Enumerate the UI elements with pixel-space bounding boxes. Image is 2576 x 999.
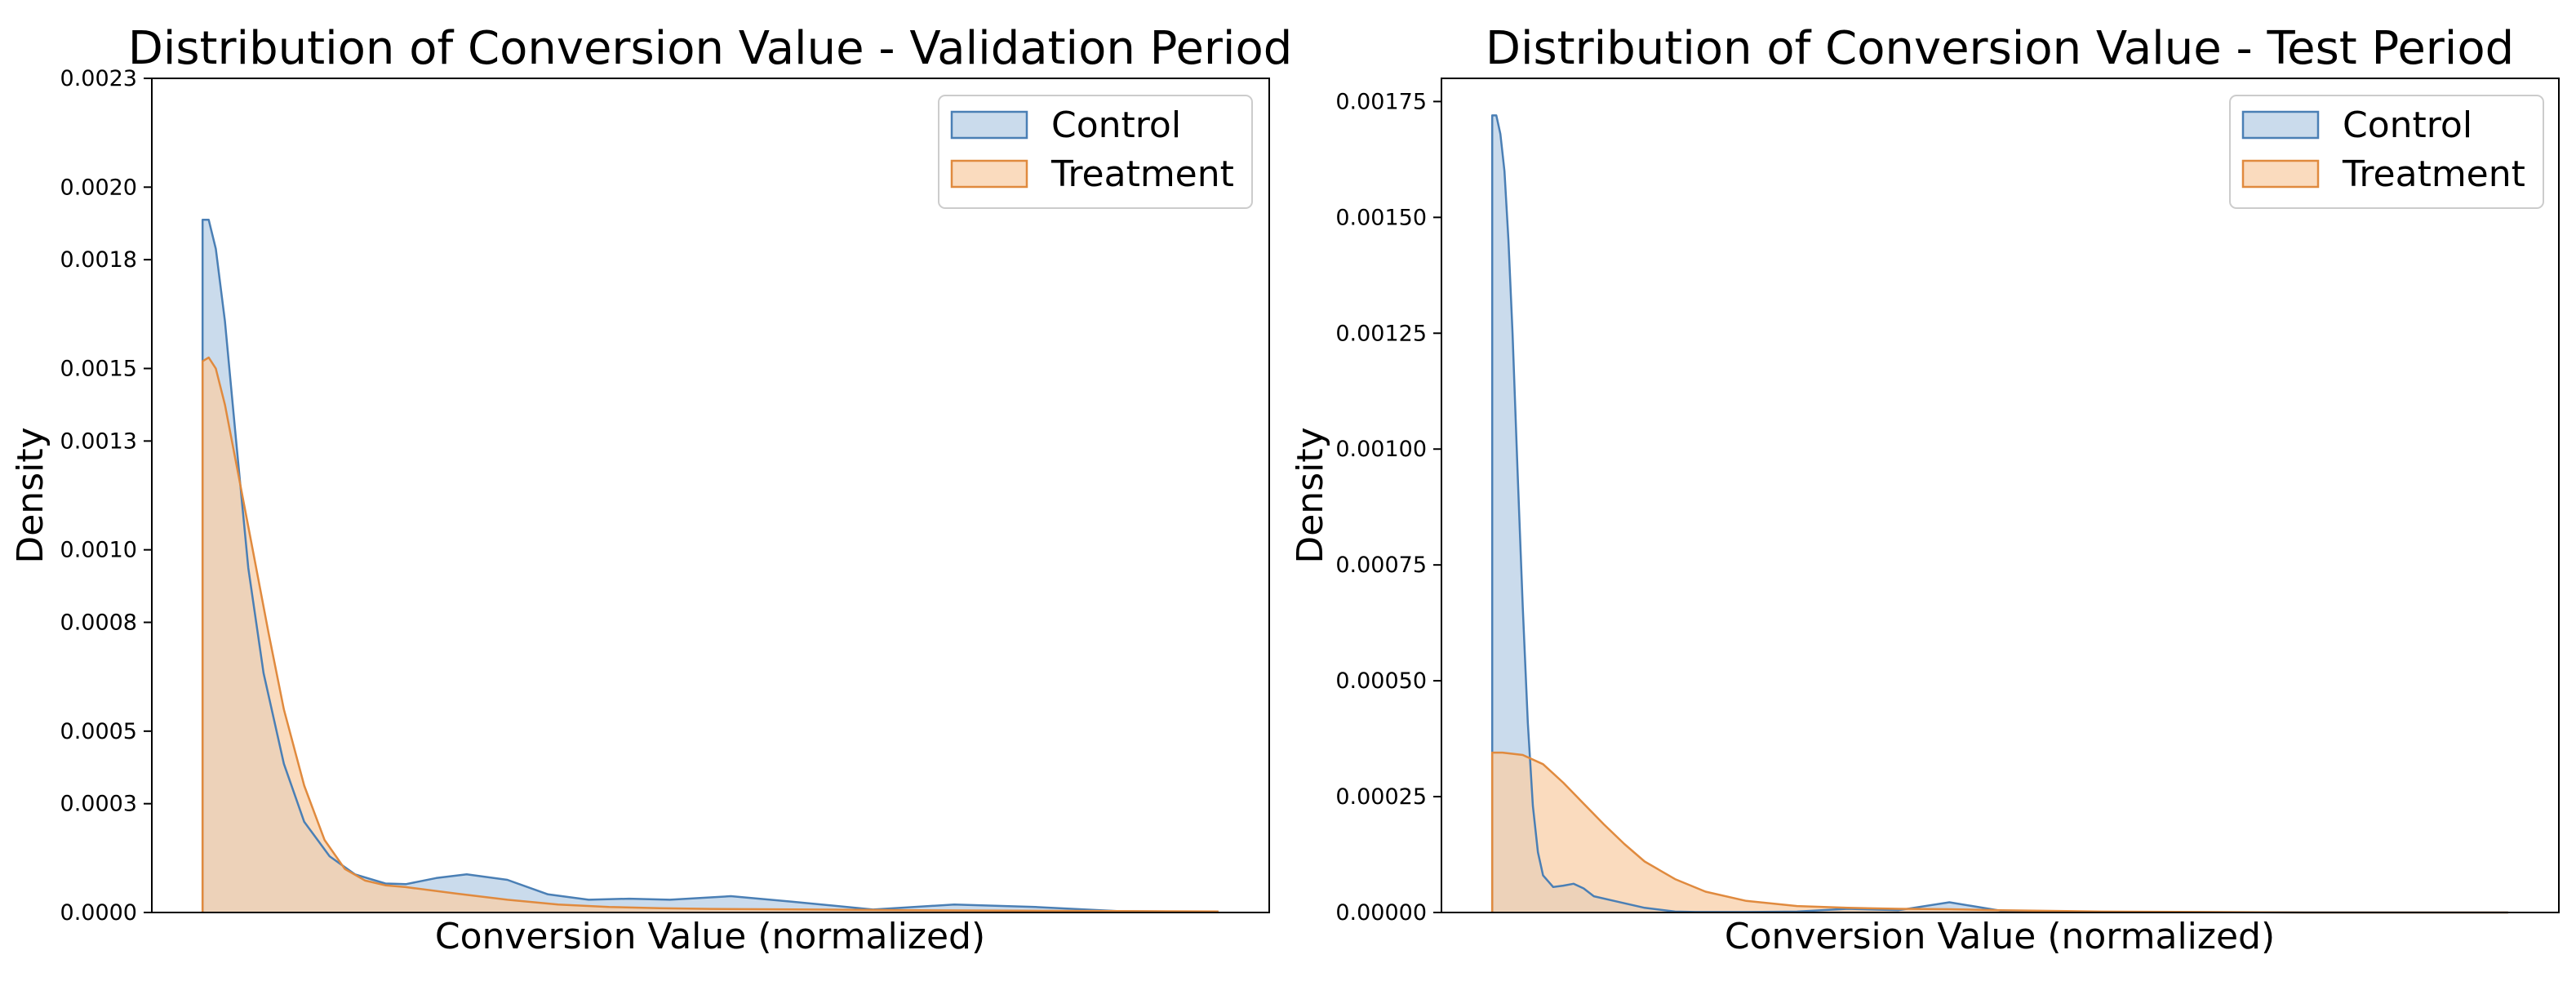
chart-title: Distribution of Conversion Value - Test … [1486,22,2514,75]
legend: Control Treatment [2229,95,2544,209]
y-tick-label: 0.00175 [1335,89,1427,114]
y-tick-label: 0.0020 [60,175,137,200]
series-area-treatment [202,357,1219,913]
legend-label-control: Control [1051,104,1181,146]
y-tick-label: 0.00050 [1335,668,1427,694]
y-ticks: 0.0000 0.0003 0.0005 0.0008 0.0010 0.0013 0.00… [60,66,152,926]
legend-swatch-control [950,110,1028,140]
y-tick-label: 0.0000 [60,900,137,926]
legend-swatch-treatment [2241,159,2320,189]
y-tick-label: 0.00150 [1335,205,1427,230]
chart-validation: Distribution of Conversion Value - Valid… [10,22,1292,957]
series-line-control [201,219,1219,913]
legend-label-treatment: Treatment [1050,153,1234,195]
y-tick-label: 0.00125 [1335,321,1427,346]
series-layer [201,219,1219,913]
y-axis-label: Density [10,427,51,563]
legend-label-treatment: Treatment [2342,153,2525,195]
y-tick-label: 0.0005 [60,719,137,744]
y-tick-label: 0.0013 [60,428,137,454]
y-ticks: 0.00000 0.00025 0.00050 0.00075 0.00100 0.001… [1335,89,1441,926]
y-tick-label: 0.00025 [1335,784,1427,810]
plot-frame [1441,78,2560,913]
legend-swatch-control [2241,110,2320,140]
legend-swatch-treatment [950,159,1028,189]
y-tick-label: 0.0023 [60,66,137,91]
y-tick-label: 0.0010 [60,538,137,563]
chart-title: Distribution of Conversion Value - Valid… [128,22,1293,75]
y-axis-label: Density [1290,427,1331,563]
y-tick-label: 0.0003 [60,792,137,817]
chart-test: Distribution of Conversion Value - Test … [1290,22,2560,957]
x-axis-label: Conversion Value (normalized) [435,916,985,957]
series-line-treatment [201,356,1219,912]
y-tick-label: 0.0008 [60,610,137,636]
legend-label-control: Control [2343,104,2472,146]
legend: Control Treatment [938,95,1253,209]
y-tick-label: 0.00100 [1335,437,1427,462]
series-line-control [1490,114,2508,914]
y-tick-label: 0.00000 [1335,900,1427,926]
x-axis-label: Conversion Value (normalized) [1725,916,2275,957]
plot-frame [151,78,1270,913]
y-tick-label: 0.00075 [1335,553,1427,578]
y-tick-label: 0.0018 [60,247,137,273]
y-tick-label: 0.0015 [60,356,137,381]
